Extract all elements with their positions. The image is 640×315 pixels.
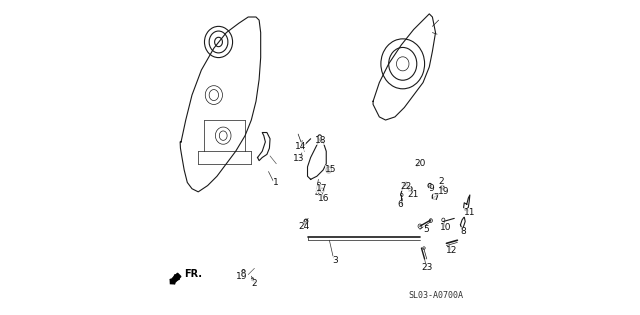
Text: 6: 6 bbox=[397, 200, 403, 209]
Text: 8: 8 bbox=[460, 227, 466, 236]
Text: 22: 22 bbox=[400, 182, 412, 191]
Text: 19: 19 bbox=[236, 272, 247, 281]
Text: FR.: FR. bbox=[184, 269, 202, 279]
Text: 5: 5 bbox=[423, 226, 429, 234]
FancyArrow shape bbox=[170, 273, 181, 284]
Text: 7: 7 bbox=[433, 193, 439, 202]
Text: 13: 13 bbox=[293, 154, 305, 163]
Text: 3: 3 bbox=[332, 256, 338, 265]
Text: 14: 14 bbox=[295, 142, 307, 151]
Text: 1: 1 bbox=[273, 178, 278, 187]
Text: 20: 20 bbox=[415, 159, 426, 168]
Text: 21: 21 bbox=[407, 190, 419, 199]
Text: 12: 12 bbox=[446, 246, 458, 255]
Text: 10: 10 bbox=[440, 223, 451, 232]
Text: 23: 23 bbox=[421, 263, 433, 272]
Text: 15: 15 bbox=[324, 165, 336, 175]
Text: 11: 11 bbox=[463, 208, 475, 217]
Text: 24: 24 bbox=[298, 222, 310, 231]
Text: SL03-A0700A: SL03-A0700A bbox=[408, 290, 463, 300]
Text: 4: 4 bbox=[315, 189, 320, 198]
Text: 17: 17 bbox=[316, 184, 328, 193]
Text: 9: 9 bbox=[429, 184, 435, 193]
Text: 19: 19 bbox=[438, 187, 450, 196]
Text: 16: 16 bbox=[318, 194, 330, 203]
Text: 18: 18 bbox=[315, 136, 326, 145]
Text: 2: 2 bbox=[251, 279, 257, 289]
Text: 2: 2 bbox=[438, 177, 444, 186]
